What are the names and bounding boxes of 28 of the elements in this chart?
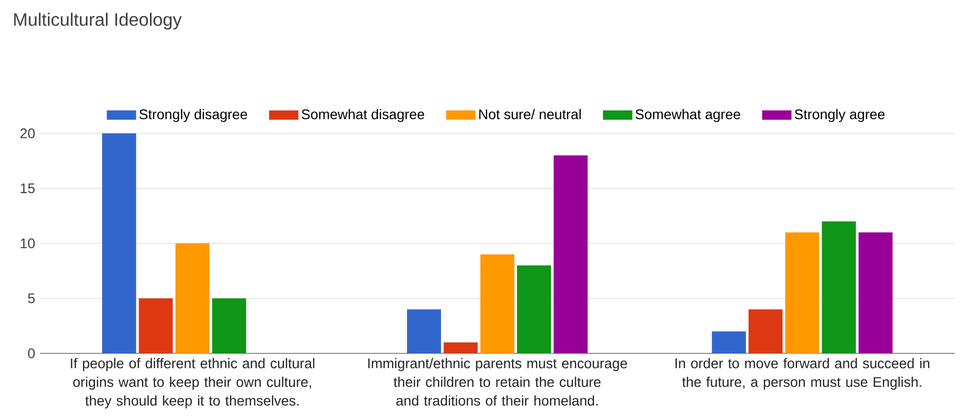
bar xyxy=(554,155,588,354)
bar xyxy=(822,221,856,354)
y-tick-label: 10 xyxy=(20,238,35,248)
chart-title: Multicultural Ideology xyxy=(14,12,182,30)
legend-label: Somewhat agree xyxy=(636,108,740,122)
legend-label: Strongly disagree xyxy=(139,108,248,122)
y-tick-label: 0 xyxy=(28,348,35,358)
x-tick-label: If people of different ethnic and cultural origins want to keep their own culture, they should keep it to themselves. xyxy=(70,358,314,408)
bar xyxy=(480,254,514,354)
bar xyxy=(517,265,552,354)
bar xyxy=(407,309,442,354)
y-tick-label: 5 xyxy=(28,293,35,304)
x-tick-label: In order to move forward and succeed in the future, a person must use English. xyxy=(676,358,930,390)
bar xyxy=(212,298,246,354)
bar xyxy=(444,342,478,354)
bar xyxy=(712,331,746,354)
bar xyxy=(138,298,173,354)
bar xyxy=(102,133,136,354)
bar xyxy=(748,309,783,354)
bar xyxy=(175,243,210,354)
x-tick-label: Immigrant/ethnic parents must encourage their children to retain the culture and traditions of their homeland. xyxy=(368,358,627,406)
y-tick-label: 15 xyxy=(20,183,35,194)
legend-label: Strongly agree xyxy=(794,108,885,122)
y-tick-label: 20 xyxy=(20,128,35,138)
bar xyxy=(785,232,820,354)
legend-label: Somewhat disagree xyxy=(302,108,424,122)
bar xyxy=(858,232,893,354)
legend-label: Not sure/ neutral xyxy=(479,108,581,120)
